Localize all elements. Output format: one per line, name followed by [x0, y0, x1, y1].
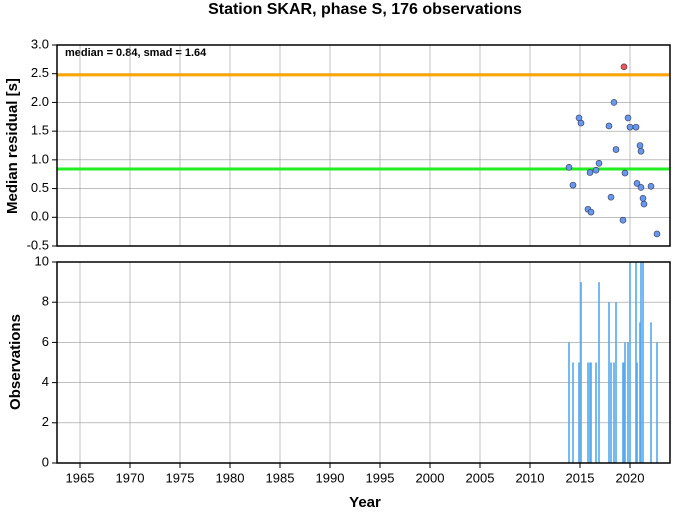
point: [565, 164, 573, 171]
point: [621, 169, 629, 177]
x-tick-label: 2010: [516, 470, 545, 485]
bar: [587, 362, 589, 463]
y-tick-label: 2.0: [31, 94, 49, 109]
annotation: median = 0.84, smad = 1.64: [65, 47, 207, 59]
point: [612, 146, 620, 153]
bar: [627, 342, 629, 463]
y-axis-label: Observations: [7, 314, 24, 410]
x-axis-label: Year: [349, 494, 381, 511]
bar: [613, 362, 615, 463]
y-tick-label: 1.0: [31, 151, 49, 166]
bar: [590, 362, 592, 463]
point: [653, 230, 661, 238]
bar: [608, 302, 610, 463]
point: [637, 184, 645, 191]
bar: [578, 362, 580, 463]
bar: [598, 282, 600, 463]
point: [624, 114, 632, 122]
point: [637, 147, 645, 155]
point: [626, 123, 634, 131]
bar: [642, 262, 644, 463]
point: [647, 182, 655, 190]
x-tick-label: 2015: [566, 470, 595, 485]
point: [577, 119, 585, 127]
y-tick-label: 2.5: [31, 65, 49, 80]
bar: [656, 342, 658, 463]
bar: [580, 282, 582, 463]
y-tick-label: 0.5: [31, 180, 49, 195]
point: [607, 193, 615, 201]
bar: [629, 262, 631, 463]
y-tick-label: 0.0: [31, 209, 49, 224]
point: [636, 142, 644, 149]
point: [587, 208, 595, 216]
bar: [610, 362, 612, 463]
point: [569, 181, 577, 189]
bar: [635, 262, 637, 463]
chart-title: Station SKAR, phase S, 176 observations: [208, 1, 522, 18]
bar: [639, 322, 641, 463]
point: [586, 169, 594, 176]
x-tick-label: 1995: [366, 470, 395, 485]
bar: [595, 362, 597, 463]
point: [639, 195, 647, 202]
x-tick-label: 1990: [316, 470, 345, 485]
x-tick-label: 2005: [466, 470, 495, 485]
bar: [622, 362, 624, 463]
point: [640, 200, 648, 208]
bar: [615, 302, 617, 463]
y-tick-label: 8: [42, 294, 49, 309]
y-tick-label: 0: [42, 454, 49, 469]
point: [619, 216, 627, 224]
bar: [572, 362, 574, 463]
x-tick-label: 1980: [216, 470, 245, 485]
point: [632, 123, 640, 131]
x-tick-label: 1965: [66, 470, 95, 485]
y-tick-label: 6: [42, 334, 49, 349]
x-tick-label: 1970: [116, 470, 145, 485]
plot-frame: [56, 261, 671, 464]
bar: [640, 262, 642, 463]
bar: [650, 322, 652, 463]
bar: [636, 362, 638, 463]
point: [633, 180, 641, 187]
point: [595, 160, 603, 167]
plot-frame: [56, 44, 671, 247]
point: [610, 99, 618, 106]
y-tick-label: -0.5: [27, 237, 49, 252]
y-tick-label: 3.0: [31, 36, 49, 51]
y-axis-label: Median residual [s]: [4, 78, 21, 214]
point: [620, 63, 628, 71]
bar: [568, 342, 570, 463]
y-tick-label: 2: [42, 414, 49, 429]
bar: [624, 342, 626, 463]
x-tick-label: 2020: [616, 470, 645, 485]
bar: [623, 362, 625, 463]
point: [592, 166, 600, 174]
x-tick-label: 1985: [266, 470, 295, 485]
y-tick-label: 1.5: [31, 123, 49, 138]
point: [605, 122, 613, 130]
x-tick-label: 2000: [416, 470, 445, 485]
y-tick-label: 10: [35, 253, 49, 268]
x-tick-label: 1975: [166, 470, 195, 485]
bar: [589, 362, 591, 463]
y-tick-label: 4: [42, 374, 49, 389]
